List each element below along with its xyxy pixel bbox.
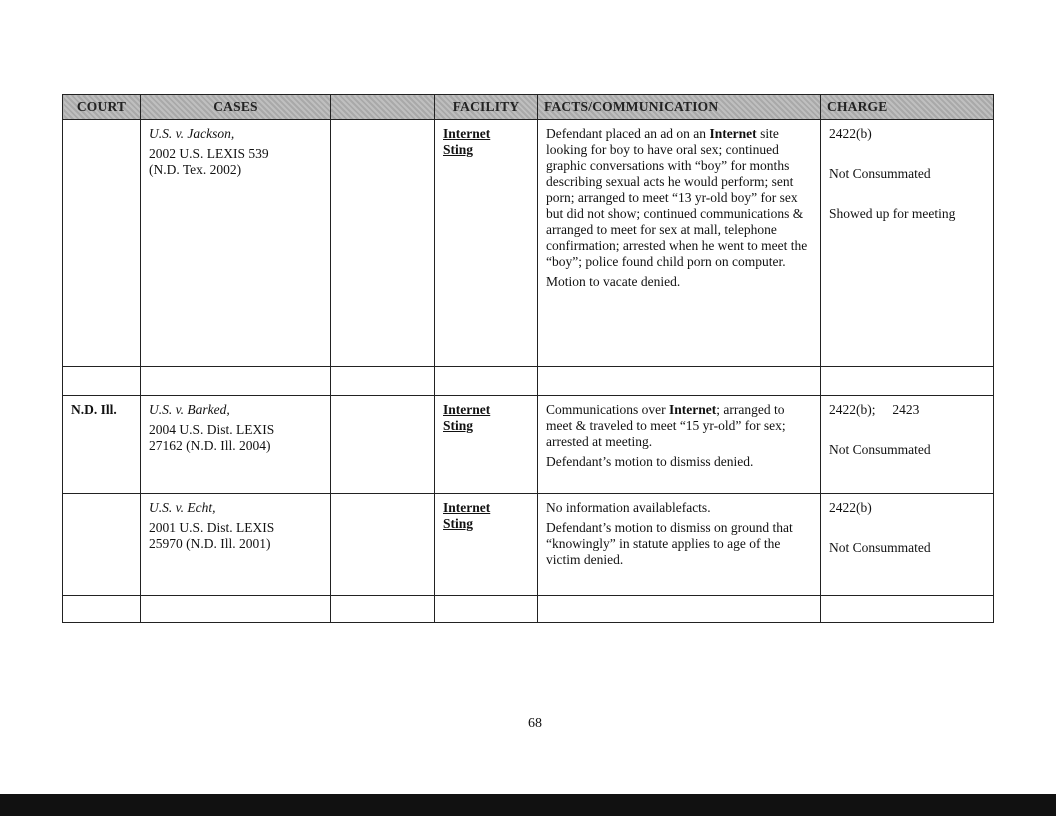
charge-cell: 2422(b) Not Consummated Showed up for me…: [820, 119, 994, 367]
facts-cell: No information availablefacts. Defendant…: [537, 493, 821, 596]
facility-line: Sting: [443, 516, 474, 531]
empty-row: [62, 595, 994, 623]
facility-line: Sting: [443, 418, 474, 433]
table-row: U.S. v. Jackson, 2002 U.S. LEXIS 539 (N.…: [62, 119, 994, 367]
facility-cell: Internet Sting: [434, 493, 538, 596]
case-name: U.S. v. Echt,: [149, 500, 216, 515]
facility-line: Internet: [443, 500, 491, 515]
empty-row: [62, 366, 994, 396]
charge-status: Not Consummated: [829, 540, 931, 555]
charge-status: Not Consummated: [829, 166, 931, 181]
facility-line: Sting: [443, 142, 474, 157]
case-table: COURT CASES FACILITY FACTS/COMMUNICATION…: [62, 94, 994, 623]
charge-cell: 2422(b) Not Consummated: [820, 493, 994, 596]
facts-paragraph: Defendant’s motion to dismiss denied.: [546, 454, 812, 470]
charge-cell: 2422(b); 2423 Not Consummated: [820, 395, 994, 494]
facts-paragraph: Motion to vacate denied.: [546, 274, 812, 290]
facility-line: Internet: [443, 402, 491, 417]
facts-text: site looking for boy to have oral sex; c…: [546, 126, 808, 269]
case-citation: 2001 U.S. Dist. LEXIS 25970 (N.D. Ill. 2…: [149, 520, 275, 551]
facts-text: Defendant’s motion to dismiss on ground …: [546, 520, 793, 567]
header-facility: FACILITY: [434, 94, 538, 120]
case-cell: U.S. v. Echt, 2001 U.S. Dist. LEXIS 2597…: [140, 493, 331, 596]
facts-cell: Defendant placed an ad on an Internet si…: [537, 119, 821, 367]
facts-text: Motion to vacate denied.: [546, 274, 681, 289]
charge-note: Showed up for meeting: [829, 206, 956, 221]
facts-text: Defendant placed an ad on an: [546, 126, 710, 141]
case-name: U.S. v. Barked,: [149, 402, 230, 417]
header-row: COURT CASES FACILITY FACTS/COMMUNICATION…: [62, 94, 994, 120]
charge-status: Not Consummated: [829, 442, 931, 457]
blank-cell: [330, 119, 435, 367]
case-cell: U.S. v. Barked, 2004 U.S. Dist. LEXIS 27…: [140, 395, 331, 494]
facts-text: No information availablefacts.: [546, 500, 711, 515]
court-cell: [62, 119, 141, 367]
case-citation: 2004 U.S. Dist. LEXIS 27162 (N.D. Ill. 2…: [149, 422, 275, 453]
header-court: COURT: [62, 94, 141, 120]
charge-statute: 2422(b): [829, 126, 872, 141]
header-charge: CHARGE: [820, 94, 994, 120]
table-row: U.S. v. Echt, 2001 U.S. Dist. LEXIS 2597…: [62, 493, 994, 596]
court-cell: N.D. Ill.: [62, 395, 141, 494]
facts-paragraph: Communications over Internet; arranged t…: [546, 402, 812, 450]
case-name: U.S. v. Jackson,: [149, 126, 235, 141]
facts-text: Communications over: [546, 402, 669, 417]
case-citation: 2002 U.S. LEXIS 539 (N.D. Tex. 2002): [149, 146, 269, 177]
facts-bold: Internet: [668, 402, 717, 417]
facts-paragraph: Defendant’s motion to dismiss on ground …: [546, 520, 812, 568]
table-row: N.D. Ill. U.S. v. Barked, 2004 U.S. Dist…: [62, 395, 994, 494]
page-number: 68: [528, 716, 542, 731]
court-cell: [62, 493, 141, 596]
facility-line: Internet: [443, 126, 491, 141]
facts-paragraph: No information availablefacts.: [546, 500, 812, 516]
header-blank: [330, 94, 435, 120]
scan-edge: [0, 794, 1056, 816]
header-cases: CASES: [140, 94, 331, 120]
facts-text: ; arranged to meet & traveled to meet “1…: [546, 402, 786, 449]
header-facts: FACTS/COMMUNICATION: [537, 94, 821, 120]
facts-paragraph: Defendant placed an ad on an Internet si…: [546, 126, 812, 270]
facts-text: Defendant’s motion to dismiss denied.: [546, 454, 754, 469]
facts-cell: Communications over Internet; arranged t…: [537, 395, 821, 494]
charge-statute: 2422(b); 2423: [829, 402, 920, 417]
facility-cell: Internet Sting: [434, 395, 538, 494]
blank-cell: [330, 395, 435, 494]
case-cell: U.S. v. Jackson, 2002 U.S. LEXIS 539 (N.…: [140, 119, 331, 367]
facts-bold: Internet: [709, 126, 757, 141]
blank-cell: [330, 493, 435, 596]
charge-statute: 2422(b): [829, 500, 872, 515]
facility-cell: Internet Sting: [434, 119, 538, 367]
